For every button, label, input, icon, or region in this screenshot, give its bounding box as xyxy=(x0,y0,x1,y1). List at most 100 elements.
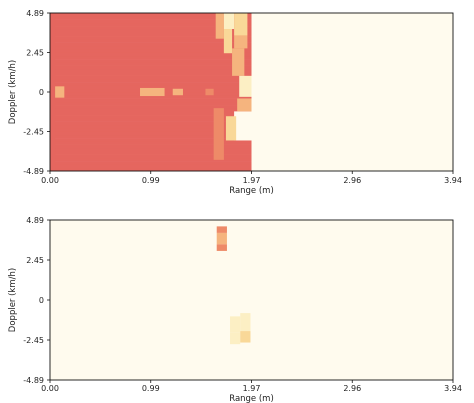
heatmap-row xyxy=(50,376,252,381)
heatmap-row xyxy=(50,95,252,99)
heatmap-cell xyxy=(216,232,227,245)
heatmap-row xyxy=(50,141,252,145)
x-tick-label: 1.97 xyxy=(243,176,261,185)
heatmap-row xyxy=(50,223,252,227)
heatmap-row xyxy=(50,39,252,43)
y-axis-label: Doppler (km/h) xyxy=(8,268,18,332)
heatmap-row xyxy=(50,134,252,139)
heatmap-row xyxy=(50,118,252,122)
heatmap-row xyxy=(50,59,252,63)
heatmap-cell xyxy=(50,86,65,98)
heatmap-row xyxy=(50,147,252,152)
heatmap-cell xyxy=(172,88,183,96)
heatmap-row xyxy=(50,19,252,24)
heatmap-row xyxy=(50,62,252,66)
heatmap-cell xyxy=(216,244,227,251)
heatmap-row xyxy=(50,243,252,247)
x-tick-label: 0.00 xyxy=(41,176,59,185)
heatmap-cell xyxy=(216,226,227,233)
heatmap-row xyxy=(50,13,252,17)
heatmap-row xyxy=(50,343,252,347)
heatmap-row xyxy=(50,78,252,83)
y-tick-label: 2.45 xyxy=(26,256,44,265)
chart-top: 0.00 0.99 1.97 2.96 3.94 4.89 2.45 0 -2.… xyxy=(8,9,462,196)
heatmap-cell xyxy=(223,13,235,29)
x-tick-label: 2.96 xyxy=(343,176,361,185)
heatmap-row xyxy=(50,370,252,374)
x-axis-label: Range (m) xyxy=(229,186,274,196)
heatmap-row xyxy=(50,138,252,142)
heatmap-row xyxy=(50,333,252,337)
heatmap-row xyxy=(50,260,252,264)
heatmap-row xyxy=(50,144,252,149)
heatmap-row xyxy=(50,363,252,367)
y-axis-label: Doppler (km/h) xyxy=(8,60,18,124)
y-tick-label: 2.45 xyxy=(26,49,44,58)
heatmap-cell xyxy=(230,332,241,345)
heatmap-row xyxy=(50,353,252,357)
heatmap-cell xyxy=(223,28,233,54)
heatmap-row xyxy=(50,157,252,162)
y-tick-label: 0 xyxy=(39,88,44,97)
heatmap-row xyxy=(50,226,252,231)
heatmap-row xyxy=(50,303,252,307)
heatmap-row xyxy=(50,36,252,40)
y-tick-label: -4.89 xyxy=(23,376,44,385)
x-axis-label: Range (m) xyxy=(229,394,274,403)
heatmap-row xyxy=(50,82,252,86)
heatmap-cell xyxy=(213,108,224,160)
heatmap-row xyxy=(50,236,252,241)
heatmap-row xyxy=(50,161,252,165)
heatmap-row xyxy=(50,55,252,60)
heatmap-row xyxy=(50,101,252,106)
heatmap-row xyxy=(50,167,252,172)
heatmap-row xyxy=(50,131,252,136)
heatmap-row xyxy=(50,270,252,274)
chart-bottom: 0.00 0.99 1.97 2.96 3.94 4.89 2.45 0 -2.… xyxy=(8,216,462,403)
heatmap-cells-top xyxy=(50,13,252,172)
heatmap-row xyxy=(50,68,252,73)
x-tick-label: 0.99 xyxy=(142,176,160,185)
heatmap-row xyxy=(50,346,252,351)
y-tick-label: -4.89 xyxy=(23,167,44,176)
heatmap-row xyxy=(50,273,252,277)
heatmap-row xyxy=(50,293,252,297)
heatmap-cell xyxy=(240,313,251,332)
y-tick-label: 4.89 xyxy=(26,9,44,18)
heatmap-row xyxy=(50,42,252,47)
heatmap-row xyxy=(50,49,252,53)
heatmap-row xyxy=(50,296,252,301)
y-tick-label: -2.45 xyxy=(23,128,44,137)
y-tick-label: 4.89 xyxy=(26,216,44,225)
heatmap-row xyxy=(50,32,252,37)
heatmap-row xyxy=(50,373,252,377)
x-tick-label: 3.94 xyxy=(444,176,462,185)
x-tick-label: 1.97 xyxy=(243,384,261,393)
heatmap-row xyxy=(50,52,252,57)
heatmap-cell xyxy=(50,13,56,171)
heatmap-row xyxy=(50,336,252,341)
heatmap-row xyxy=(50,233,252,237)
heatmap-row xyxy=(50,313,252,317)
heatmap-row xyxy=(50,26,252,30)
heatmap-row xyxy=(50,263,252,267)
heatmap-row xyxy=(50,300,252,304)
heatmap-cell xyxy=(234,35,248,49)
heatmap-row xyxy=(50,253,252,257)
heatmap-row xyxy=(50,124,252,129)
heatmap-cell xyxy=(205,88,214,96)
heatmap-row xyxy=(50,286,252,291)
y-tick-label: -2.45 xyxy=(23,336,44,345)
heatmap-row xyxy=(50,154,252,159)
heatmap-row xyxy=(50,65,252,70)
heatmap-row xyxy=(50,111,252,116)
heatmap-row xyxy=(50,320,252,324)
heatmap-row xyxy=(50,240,252,244)
heatmap-row xyxy=(50,230,252,234)
heatmap-row xyxy=(50,330,252,334)
heatmap-row xyxy=(50,316,252,321)
heatmap-row xyxy=(50,266,252,271)
heatmap-cell xyxy=(230,316,241,333)
y-tick-label: 0 xyxy=(39,296,44,305)
